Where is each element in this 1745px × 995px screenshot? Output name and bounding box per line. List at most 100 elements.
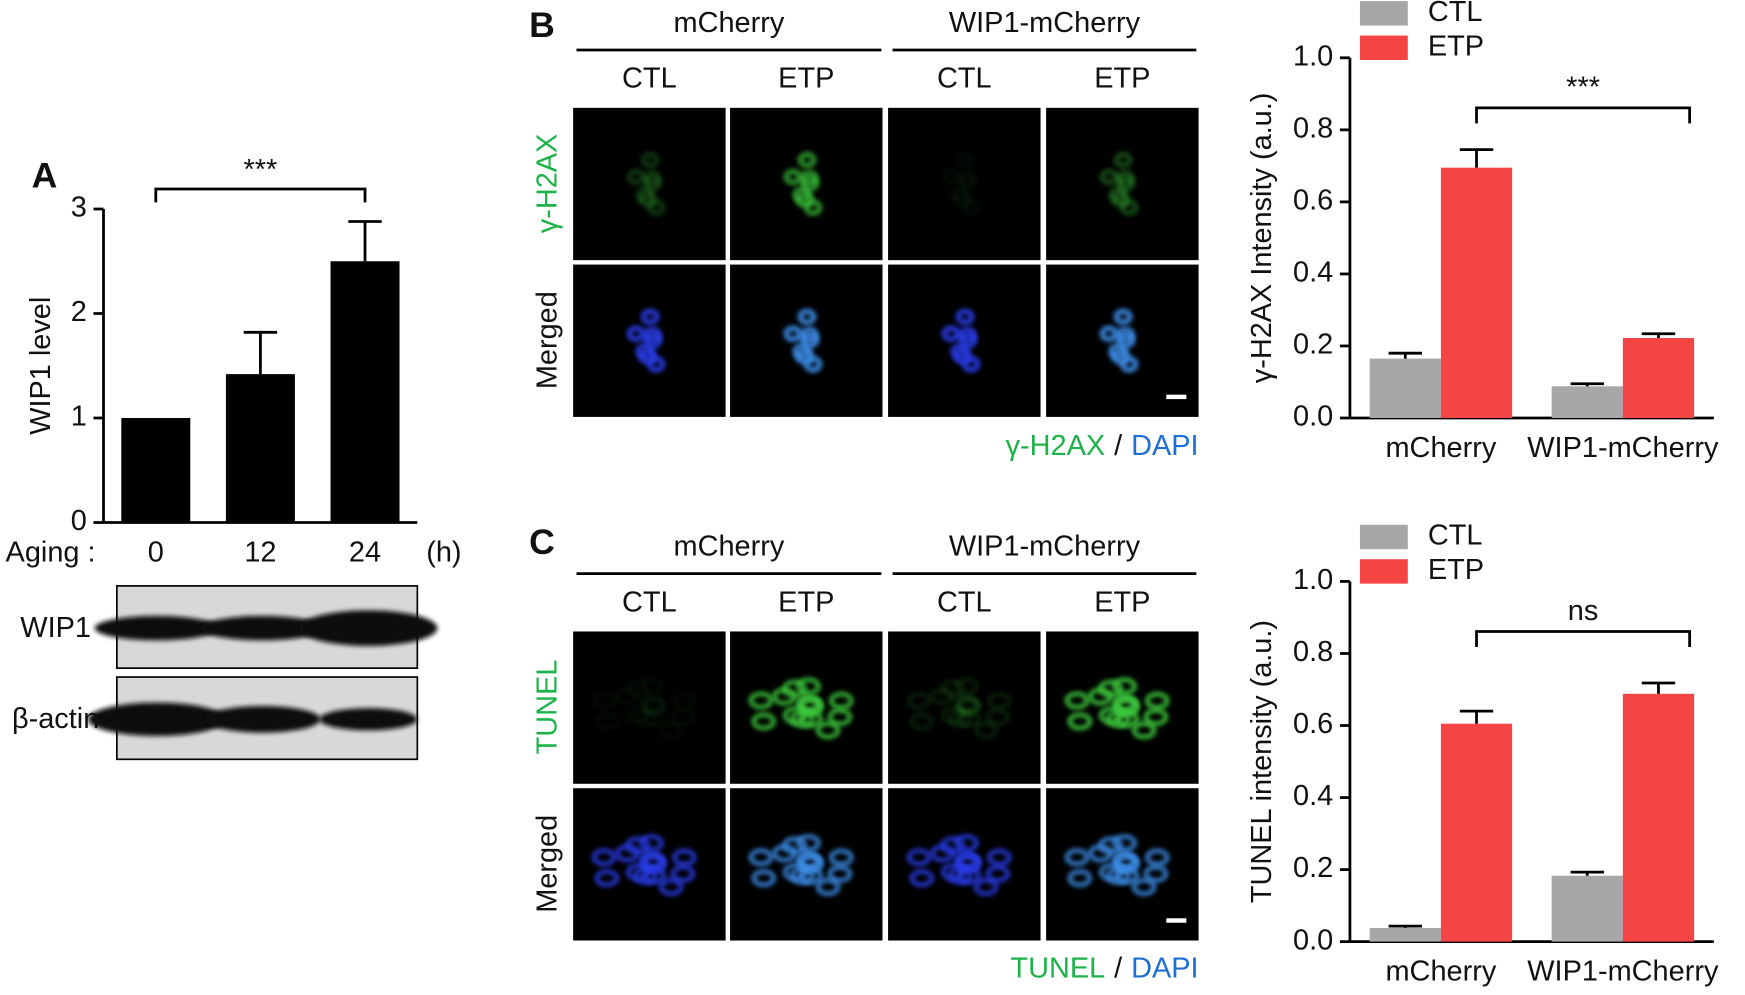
chromosome xyxy=(930,844,955,863)
chromosome xyxy=(638,191,658,208)
row-label: γ-H2AX xyxy=(531,134,563,234)
micrograph xyxy=(888,631,1041,784)
chromosome xyxy=(1113,308,1133,326)
chromosome xyxy=(815,721,841,740)
separator: / xyxy=(1114,430,1123,462)
chromosome xyxy=(828,848,854,867)
micrograph xyxy=(1046,788,1199,941)
stain-legend: γ-H2AX / DAPI xyxy=(1006,430,1199,462)
stain-legend: TUNEL / DAPI xyxy=(1010,952,1198,984)
chromosome xyxy=(827,864,853,883)
micrograph xyxy=(888,788,1041,941)
chromosome xyxy=(1113,151,1133,169)
blot-band xyxy=(87,702,226,736)
column-header: ETP xyxy=(778,63,834,95)
chromosome xyxy=(639,834,664,852)
chromosome xyxy=(1131,721,1157,740)
stain-name: TUNEL xyxy=(1010,952,1105,984)
x-suffix: (h) xyxy=(426,536,461,568)
chromosome xyxy=(1106,866,1131,885)
significance-label: *** xyxy=(1566,72,1600,104)
panel-letter: A xyxy=(32,155,58,195)
group-header: WIP1-mCherry xyxy=(949,531,1141,563)
y-axis-label: γ-H2AX Intensity (a.u.) xyxy=(1246,93,1278,384)
chromosome xyxy=(796,851,821,870)
chromosome xyxy=(797,151,817,169)
column-header: ETP xyxy=(1094,586,1150,618)
chromosome xyxy=(1112,694,1137,713)
chromosome xyxy=(973,878,999,896)
chromosome xyxy=(1112,851,1137,870)
chromosome xyxy=(953,347,973,365)
chromosome xyxy=(641,710,667,728)
chromosome xyxy=(594,869,620,888)
row-label: Merged xyxy=(531,291,563,389)
stain-name: DAPI xyxy=(1131,430,1199,462)
y-tick-label: 0.0 xyxy=(1293,401,1333,433)
chromosome xyxy=(798,710,824,728)
chromosome xyxy=(1064,848,1090,867)
chromosome xyxy=(1112,677,1137,696)
chromosome xyxy=(639,694,664,713)
panel-letter: B xyxy=(529,5,555,45)
chromosome xyxy=(783,325,803,343)
x-prefix: Aging : xyxy=(6,536,96,568)
chromosome xyxy=(796,677,821,696)
chromosome xyxy=(1114,866,1140,885)
chromosome xyxy=(1067,869,1093,888)
column-header: CTL xyxy=(937,586,992,618)
chromosome xyxy=(1088,687,1113,706)
chromosome xyxy=(790,866,815,885)
chromosome xyxy=(909,712,935,731)
legend-swatch xyxy=(1359,35,1408,61)
column-header: CTL xyxy=(622,586,677,618)
chromosome xyxy=(815,878,841,896)
group-header: mCherry xyxy=(674,7,785,39)
x-tick-label: 0 xyxy=(148,536,164,568)
chromosome xyxy=(986,691,1012,710)
legend-swatch xyxy=(1359,559,1408,584)
chromosome xyxy=(658,721,684,740)
chromosome xyxy=(948,866,973,885)
x-tick-label: WIP1-mCherry xyxy=(1527,432,1719,464)
chromosome xyxy=(1114,710,1140,728)
chromosome xyxy=(1099,168,1119,186)
chromosome xyxy=(633,710,658,728)
chromosome xyxy=(930,687,955,706)
y-tick-label: 0 xyxy=(71,505,87,537)
stain-name: DAPI xyxy=(1131,952,1199,984)
legend-swatch xyxy=(1359,524,1408,550)
column-header: ETP xyxy=(778,586,834,618)
chromosome xyxy=(1111,191,1131,208)
chromosome xyxy=(795,191,815,208)
bar xyxy=(121,418,191,523)
bar xyxy=(1551,875,1623,942)
chromosome xyxy=(626,325,646,343)
chromosome xyxy=(954,834,979,852)
chromosome xyxy=(827,708,853,726)
chromosome xyxy=(906,691,932,710)
chromosome xyxy=(638,347,658,365)
chromosome xyxy=(799,169,819,187)
y-tick-label: 0.2 xyxy=(1293,329,1333,361)
y-tick-label: 0.8 xyxy=(1293,636,1333,668)
bar xyxy=(1551,386,1623,419)
chromosome xyxy=(1064,691,1090,710)
chromosome xyxy=(1111,347,1131,365)
y-tick-label: 0.4 xyxy=(1293,257,1333,289)
chromosome xyxy=(1106,710,1131,728)
y-tick-label: 1.0 xyxy=(1293,40,1333,72)
chromosome xyxy=(941,325,961,343)
y-tick-label: 2 xyxy=(71,296,87,328)
chromosome xyxy=(672,691,697,710)
group-header: WIP1-mCherry xyxy=(949,7,1141,39)
chromosome xyxy=(751,712,776,731)
chromosome xyxy=(906,848,932,867)
chromosome xyxy=(633,866,658,885)
column-header: CTL xyxy=(622,63,677,95)
chromosome xyxy=(1115,326,1135,344)
x-tick-label: 24 xyxy=(349,536,381,568)
y-tick-label: 1.0 xyxy=(1293,564,1333,596)
group-header: mCherry xyxy=(674,531,785,563)
chromosome xyxy=(796,694,821,713)
